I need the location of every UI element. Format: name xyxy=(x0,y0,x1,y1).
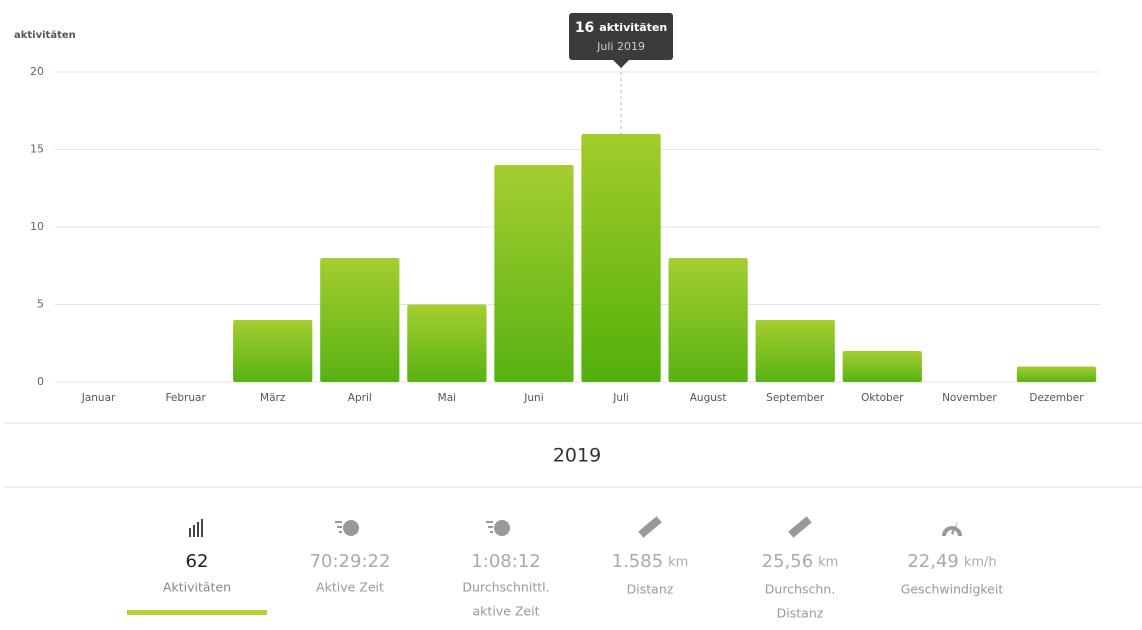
stat-unit: km/h xyxy=(964,555,997,570)
stat-unit: km xyxy=(668,555,688,570)
tooltip-unit: aktivitäten xyxy=(599,21,667,34)
stat-number: 70:29:22 xyxy=(310,551,391,572)
ruler-icon xyxy=(638,516,662,538)
stat-number: 1:08:12 xyxy=(471,551,540,572)
x-tick-label: Februar xyxy=(165,392,206,404)
bar xyxy=(755,320,835,382)
stat-number: 62 xyxy=(186,551,209,572)
stat-value[interactable]: 1.585 km xyxy=(612,551,689,572)
bar xyxy=(668,258,748,382)
stopwatch-icon xyxy=(486,520,510,536)
stat-label: Durchschnittl. xyxy=(462,580,549,595)
x-tick-label: November xyxy=(942,392,997,404)
x-tick-label: August xyxy=(690,392,727,404)
bar xyxy=(842,351,922,382)
x-tick-label: Juni xyxy=(523,392,543,404)
y-axis-label: aktivitäten xyxy=(14,30,76,41)
x-tick-label: April xyxy=(348,392,372,404)
stat-value[interactable]: 70:29:22 xyxy=(310,551,391,572)
x-tick-label: Oktober xyxy=(861,392,904,404)
stat-label: Durchschn. xyxy=(765,582,835,597)
bar xyxy=(581,134,661,382)
x-tick-label: Mai xyxy=(438,392,456,404)
stat-label: Distanz xyxy=(627,582,674,597)
stat-value[interactable]: 1:08:12 xyxy=(471,551,540,572)
bar xyxy=(407,304,487,382)
y-tick-label: 15 xyxy=(30,143,44,156)
tooltip-value: 16 aktivitäten xyxy=(575,20,667,36)
bar xyxy=(494,165,574,382)
ruler-icon xyxy=(788,516,812,538)
bar xyxy=(233,320,313,382)
y-tick-label: 5 xyxy=(37,298,44,311)
stat-label: Distanz xyxy=(777,606,824,621)
speed-icon xyxy=(942,521,962,536)
bar xyxy=(320,258,400,382)
x-tick-label: September xyxy=(766,392,825,404)
stat-value[interactable]: 22,49 km/h xyxy=(907,551,996,572)
stat-label: Aktive Zeit xyxy=(316,580,384,595)
bar xyxy=(1016,366,1097,382)
stat-value[interactable]: 62 xyxy=(186,551,209,572)
y-tick-label: 10 xyxy=(30,220,44,233)
stopwatch-icon xyxy=(335,520,359,536)
stat-label: Aktivitäten xyxy=(163,580,231,595)
stat-number: 1.585 xyxy=(612,551,664,572)
stat-number: 25,56 xyxy=(762,551,814,572)
tooltip-label: Juli 2019 xyxy=(596,40,645,53)
x-tick-label: Juli xyxy=(612,392,629,404)
stat-value[interactable]: 25,56 km xyxy=(762,551,839,572)
icons xyxy=(189,516,962,538)
stat-label: aktive Zeit xyxy=(473,604,540,619)
active-tab-underline xyxy=(127,610,267,615)
year[interactable]: 2019 xyxy=(553,445,601,467)
tooltip-box xyxy=(569,13,674,60)
y-tick-label: 20 xyxy=(30,65,44,78)
tooltip-arrow xyxy=(613,60,630,68)
bars-icon xyxy=(189,519,203,537)
tooltip-number: 16 xyxy=(575,20,594,36)
stat-label: Geschwindigkeit xyxy=(901,582,1004,597)
x-tick-label: März xyxy=(260,392,286,404)
stat-number: 22,49 xyxy=(907,551,959,572)
stat-unit: km xyxy=(818,555,838,570)
x-tick-label: Januar xyxy=(81,392,116,404)
y-tick-label: 0 xyxy=(37,375,44,388)
x-tick-label: Dezember xyxy=(1029,392,1084,404)
